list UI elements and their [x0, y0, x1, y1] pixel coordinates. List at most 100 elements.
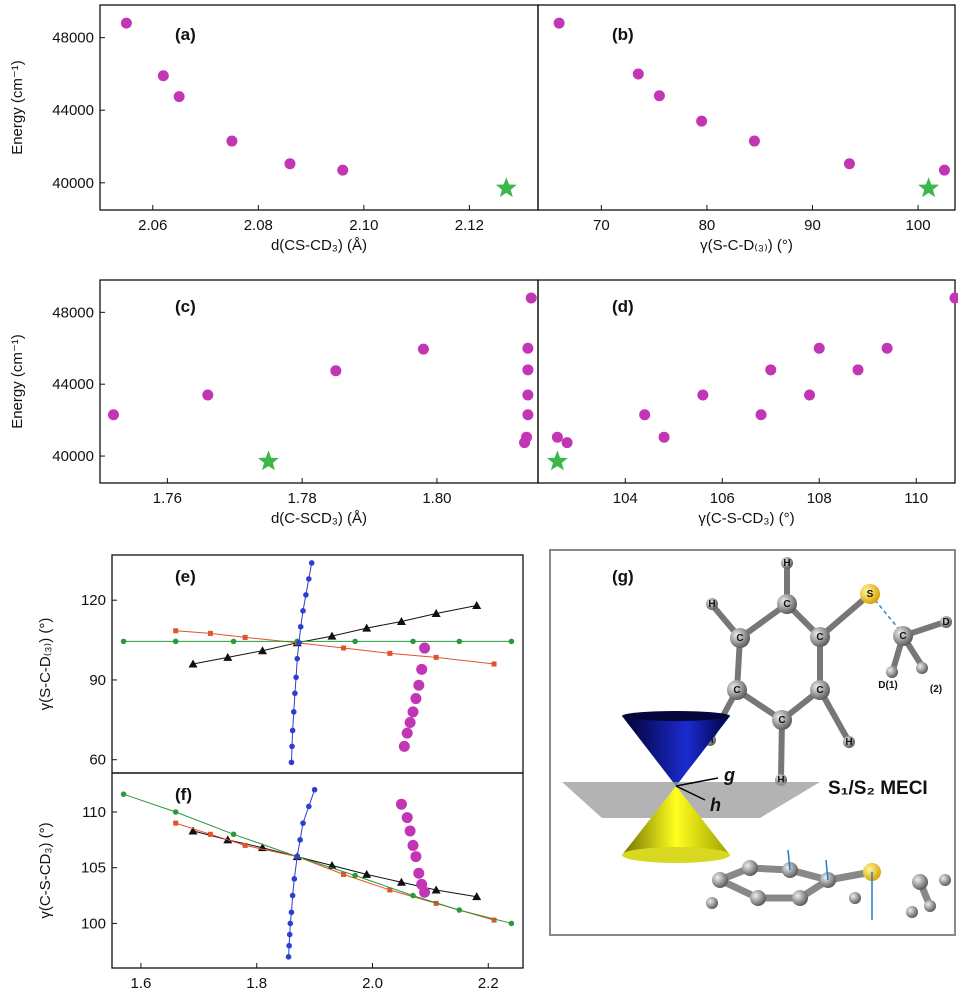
meci-label: S₁/S₂ MECI — [828, 778, 928, 799]
atom-label: C — [733, 685, 740, 696]
data-point — [258, 450, 279, 470]
data-point — [522, 389, 533, 400]
data-point — [300, 608, 306, 614]
x-tick-label: 80 — [699, 217, 716, 234]
y-tick-label: 44000 — [52, 102, 94, 119]
panel-frame — [550, 550, 955, 935]
data-point — [286, 954, 292, 960]
data-point — [472, 601, 481, 609]
data-point — [522, 409, 533, 420]
y-tick-label: 105 — [81, 860, 106, 877]
data-point — [287, 921, 293, 927]
data-point — [337, 165, 348, 176]
data-point — [939, 165, 950, 176]
plot-frame — [538, 280, 955, 483]
data-point — [402, 812, 413, 823]
y-tick-label: 60 — [89, 752, 106, 769]
x-axis-label: γ(S-C-D₍₃₎) (°) — [700, 237, 793, 254]
y-tick-label: 90 — [89, 672, 106, 689]
plot-frame — [112, 773, 523, 968]
data-point — [526, 292, 537, 303]
data-point — [289, 744, 295, 750]
x-tick-label: 104 — [613, 490, 638, 507]
data-point — [292, 690, 298, 696]
data-point — [291, 709, 297, 715]
x-tick-label: 2.2 — [478, 975, 499, 988]
h-label: h — [710, 795, 721, 815]
x-tick-label: 1.80 — [422, 490, 451, 507]
data-point — [387, 651, 392, 656]
y-axis-label: Energy (cm⁻¹) — [9, 60, 26, 155]
x-axis-label: γ(C-S-CD₃) (°) — [698, 510, 794, 527]
data-point — [294, 854, 300, 860]
data-point — [296, 640, 302, 646]
panel-label: (g) — [612, 567, 634, 586]
data-point — [696, 116, 707, 127]
atom-label: C — [816, 685, 823, 696]
x-tick-label: 90 — [804, 217, 821, 234]
data-point — [552, 432, 563, 443]
data-point — [756, 409, 767, 420]
data-point — [882, 343, 893, 354]
x-tick-label: 70 — [593, 217, 610, 234]
x-tick-label: 2.12 — [455, 217, 484, 234]
atom-label: D(1) — [878, 680, 897, 691]
data-point — [457, 907, 463, 913]
data-point — [418, 344, 429, 355]
x-tick-label: 110 — [904, 490, 928, 507]
data-point — [173, 809, 179, 815]
atom-label: C — [778, 715, 785, 726]
atom-label: H — [845, 737, 852, 748]
data-point — [950, 292, 958, 303]
data-point — [208, 631, 213, 636]
atom-label: H — [708, 599, 715, 610]
data-point — [287, 932, 293, 938]
plot-frame — [538, 5, 955, 210]
atom-label: C — [783, 599, 790, 610]
data-point — [231, 639, 237, 645]
g-label: g — [723, 765, 735, 785]
data-point — [519, 437, 530, 448]
data-point — [330, 365, 341, 376]
atom-label: D — [942, 617, 949, 628]
data-point — [284, 158, 295, 169]
data-point — [292, 876, 298, 882]
x-tick-label: 1.8 — [246, 975, 267, 988]
y-tick-label: 110 — [82, 804, 106, 821]
data-point — [289, 909, 295, 915]
data-point — [226, 136, 237, 147]
data-point — [413, 680, 424, 691]
data-point — [408, 706, 419, 717]
y-axis-label: γ(S-C-D₍₃₎) (°) — [37, 618, 54, 711]
y-tick-label: 48000 — [52, 30, 94, 47]
data-point — [765, 364, 776, 375]
y-tick-label: 48000 — [52, 304, 94, 321]
data-point — [749, 136, 760, 147]
data-point — [309, 560, 315, 566]
data-point — [410, 639, 416, 645]
data-point — [633, 68, 644, 79]
data-point — [522, 364, 533, 375]
data-point — [286, 943, 292, 949]
series-line — [193, 831, 477, 897]
data-point — [202, 389, 213, 400]
panel-label: (e) — [175, 567, 196, 586]
plot-frame — [100, 280, 538, 483]
y-tick-label: 40000 — [52, 448, 94, 465]
x-tick-label: 2.06 — [138, 217, 167, 234]
x-axis-label: d(CS-CD₃) (Å) — [271, 237, 367, 254]
data-point — [174, 91, 185, 102]
data-point — [352, 873, 358, 879]
y-axis-label: γ(C-S-CD₃) (°) — [37, 822, 54, 918]
data-point — [121, 791, 127, 797]
data-point — [121, 639, 127, 645]
data-point — [918, 177, 939, 197]
data-point — [697, 389, 708, 400]
data-point — [312, 787, 318, 793]
data-point — [405, 717, 416, 728]
data-point — [434, 655, 439, 660]
data-point — [173, 821, 178, 826]
